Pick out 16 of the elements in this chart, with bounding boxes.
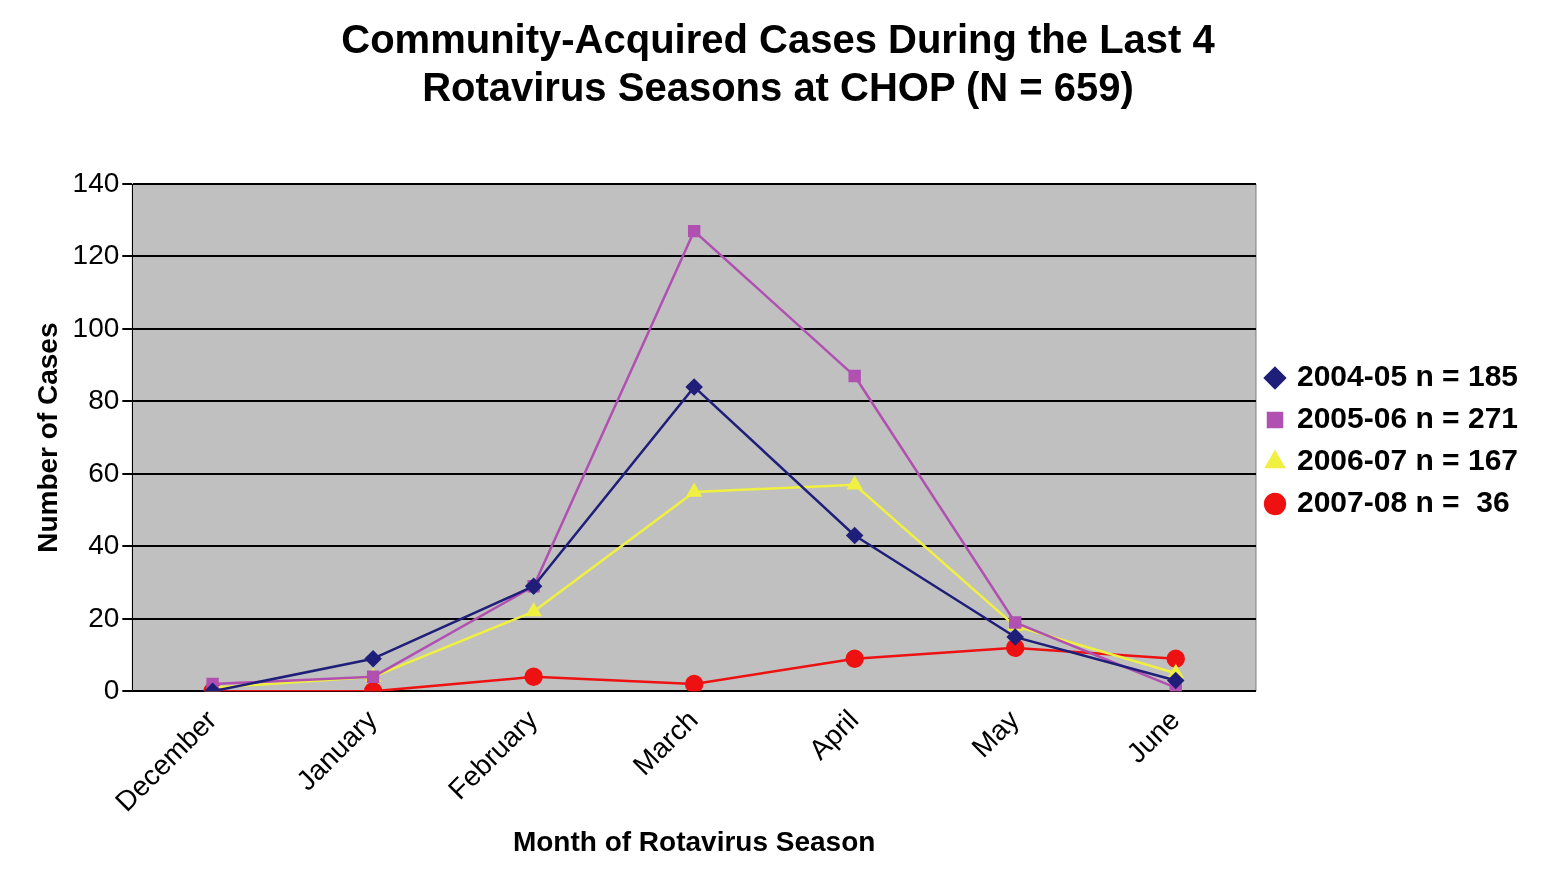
- y-tick-label: 0: [103, 674, 120, 706]
- y-tick-label: 140: [72, 166, 120, 198]
- legend-label: 2005-06 n = 271: [1297, 401, 1519, 435]
- y-tick-label: 40: [88, 529, 120, 561]
- y-tick-label: 100: [72, 311, 120, 343]
- y-tick-label: 20: [88, 601, 120, 633]
- legend-label: 2004-05 n = 185: [1297, 359, 1519, 393]
- chart-title: Community-Acquired Cases During the Last 4 Rotavirus Seasons at CHOP (N = 659): [341, 17, 1216, 110]
- legend-label: 2006-07 n = 167: [1297, 443, 1519, 477]
- legend-label: 2007-08 n = 36: [1297, 485, 1510, 519]
- y-axis-title: Number of Cases: [31, 322, 63, 553]
- y-tick-label: 80: [88, 384, 120, 416]
- y-tick-label: 60: [88, 456, 120, 488]
- x-tick-label: May: [965, 703, 1025, 764]
- y-tick-label: 120: [72, 239, 120, 271]
- x-axis-title: Month of Rotavirus Season: [512, 825, 876, 857]
